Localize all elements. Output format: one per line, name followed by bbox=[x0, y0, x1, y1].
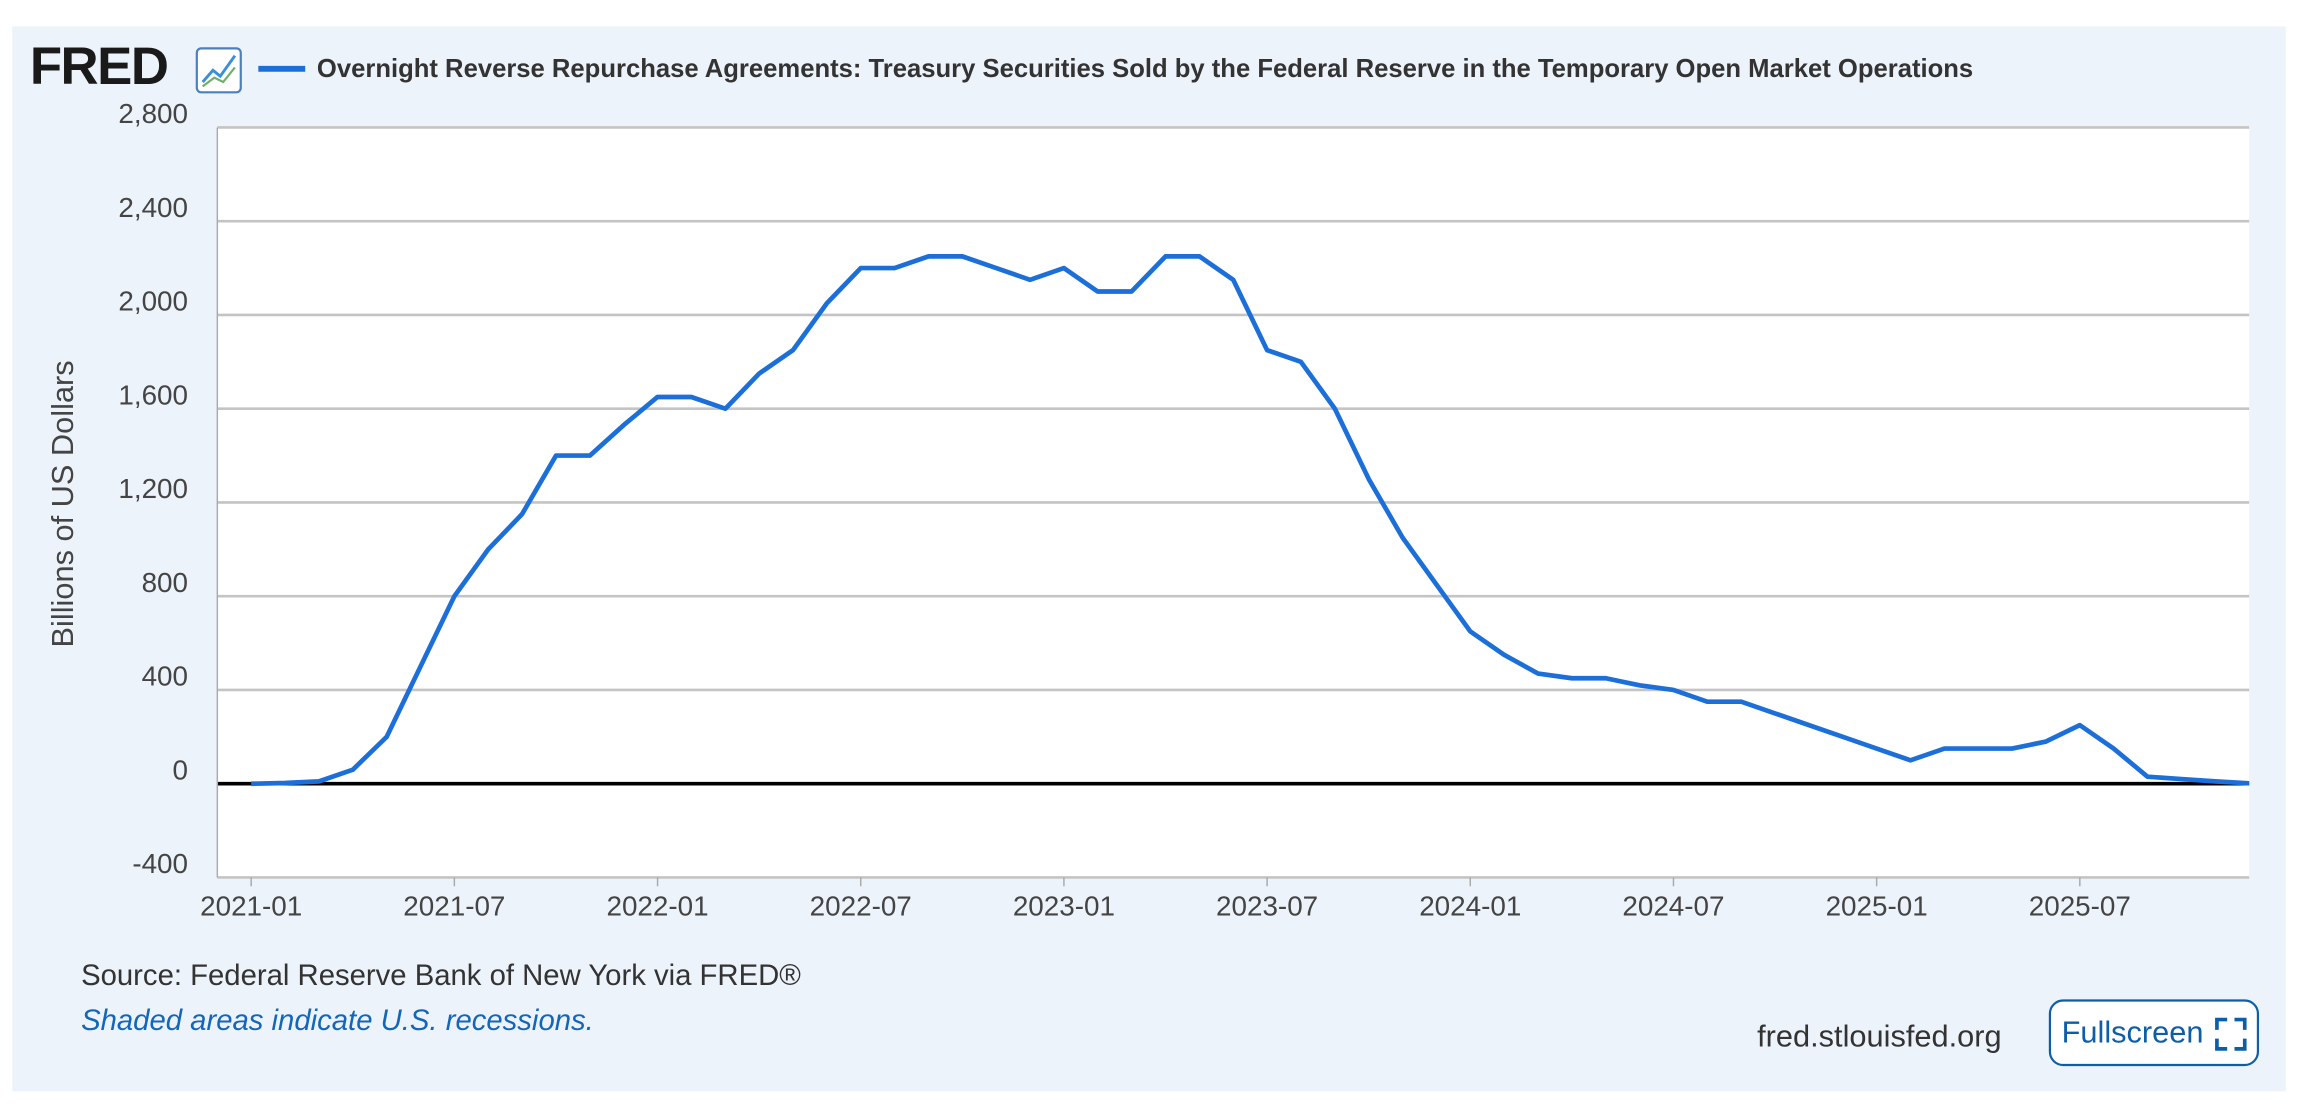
y-tick-label: -400 bbox=[132, 848, 188, 879]
logo: FRED bbox=[30, 37, 168, 96]
x-tick-label: 2023-01 bbox=[1013, 891, 1115, 922]
y-tick-label: 400 bbox=[142, 661, 188, 692]
x-tick-label: 2025-07 bbox=[2029, 891, 2131, 922]
button-label: Fullscreen bbox=[2062, 1014, 2204, 1049]
x-tick-label: 2021-01 bbox=[200, 891, 302, 922]
recession-note: Shaded areas indicate U.S. recessions. bbox=[81, 1004, 594, 1037]
x-tick-label: 2025-01 bbox=[1826, 891, 1928, 922]
site-link: fred.stlouisfed.org bbox=[1757, 1019, 2001, 1054]
y-axis-label: Billions of US Dollars bbox=[45, 360, 80, 647]
logo-icon bbox=[195, 47, 242, 94]
x-tick-label: 2023-07 bbox=[1216, 891, 1318, 922]
y-tick-label: 1,200 bbox=[118, 473, 188, 504]
x-tick-label: 2021-07 bbox=[403, 891, 505, 922]
y-tick-label: 2,000 bbox=[118, 286, 188, 317]
button-icon bbox=[2215, 1017, 2247, 1051]
x-tick-label: 2024-07 bbox=[1622, 891, 1724, 922]
y-tick-label: 2,400 bbox=[118, 192, 188, 223]
x-tick-label: 2022-07 bbox=[810, 891, 912, 922]
data-line bbox=[251, 254, 2250, 787]
x-tick-label: 2022-01 bbox=[606, 891, 708, 922]
legend-label: Overnight Reverse Repurchase Agreements:… bbox=[317, 55, 1973, 83]
y-tick-label: 0 bbox=[173, 754, 188, 785]
y-tick-label: 800 bbox=[142, 567, 188, 598]
source: Source: Federal Reserve Bank of New York… bbox=[81, 959, 801, 992]
button-frame bbox=[2048, 999, 2260, 1067]
fullscreen-button[interactable]: Fullscreen bbox=[2048, 999, 2260, 1067]
y-tick-label: 1,600 bbox=[118, 379, 188, 410]
x-tick-label: 2024-01 bbox=[1419, 891, 1521, 922]
y-tick-label: 2,800 bbox=[118, 98, 188, 129]
